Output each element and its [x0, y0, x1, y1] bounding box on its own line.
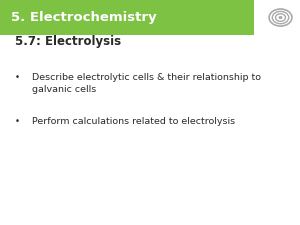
- Text: 5. Electrochemistry: 5. Electrochemistry: [11, 11, 156, 24]
- Circle shape: [278, 16, 283, 19]
- Text: Describe electrolytic cells & their relationship to
galvanic cells: Describe electrolytic cells & their rela…: [32, 73, 260, 94]
- FancyBboxPatch shape: [0, 0, 254, 35]
- Text: 5.7: Electrolysis: 5.7: Electrolysis: [15, 35, 121, 48]
- Text: Perform calculations related to electrolysis: Perform calculations related to electrol…: [32, 117, 235, 126]
- Text: •: •: [14, 117, 20, 126]
- Text: •: •: [14, 73, 20, 82]
